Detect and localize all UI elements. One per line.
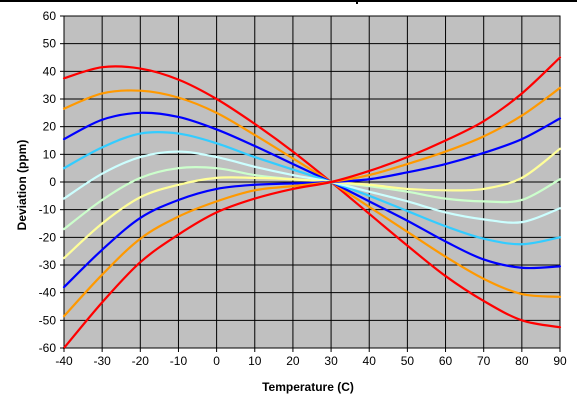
top-border-notch (356, 0, 358, 4)
series-line-3 (62, 111, 562, 270)
series-line-5 (62, 150, 562, 224)
y-tick-label: 30 (43, 92, 57, 106)
x-tick-label: 70 (477, 354, 491, 368)
y-tick-label: -50 (39, 313, 57, 327)
series-lines (62, 56, 562, 350)
series-line-2 (62, 89, 562, 298)
y-tick-label: -40 (39, 286, 57, 300)
y-tick-label: 50 (43, 37, 57, 51)
y-tick-label: -10 (39, 203, 57, 217)
series-line-8 (62, 117, 562, 289)
x-tick-label: -30 (93, 354, 111, 368)
y-tick-label: 20 (43, 120, 57, 134)
y-axis-title: Deviation (ppm) (15, 140, 29, 231)
x-tick-label: 80 (515, 354, 529, 368)
x-tick-label: -10 (170, 354, 188, 368)
series-line-7 (62, 147, 562, 260)
y-tick-label: 10 (43, 147, 57, 161)
x-tick-label: 20 (286, 354, 300, 368)
x-axis-title: Temperature (C) (262, 380, 354, 394)
series-line-10 (62, 56, 562, 350)
x-tick-label: 90 (553, 354, 567, 368)
x-tick-label: 50 (401, 354, 415, 368)
x-tick-label: 40 (363, 354, 377, 368)
x-tick-label: 0 (213, 354, 220, 368)
x-tick-label: 30 (324, 354, 338, 368)
top-border-line (0, 0, 577, 2)
y-tick-label: -20 (39, 230, 57, 244)
y-tick-label: -60 (39, 341, 57, 355)
series-line-9 (62, 86, 562, 318)
x-tick-label: -20 (132, 354, 150, 368)
y-tick-label: -30 (39, 258, 57, 272)
series-line-1 (62, 65, 562, 329)
x-tick-label: 60 (439, 354, 453, 368)
x-tick-label: -40 (55, 354, 73, 368)
series-line-4 (62, 131, 562, 246)
y-tick-label: 60 (43, 9, 57, 23)
x-tick-label: 10 (248, 354, 262, 368)
y-tick-label: 40 (43, 64, 57, 78)
y-tick-label: 0 (49, 175, 56, 189)
tick-labels: -40 -30 -20 -10 0 10 20 30 40 50 60 70 80 90 60 50 40 30 2… (39, 9, 567, 368)
